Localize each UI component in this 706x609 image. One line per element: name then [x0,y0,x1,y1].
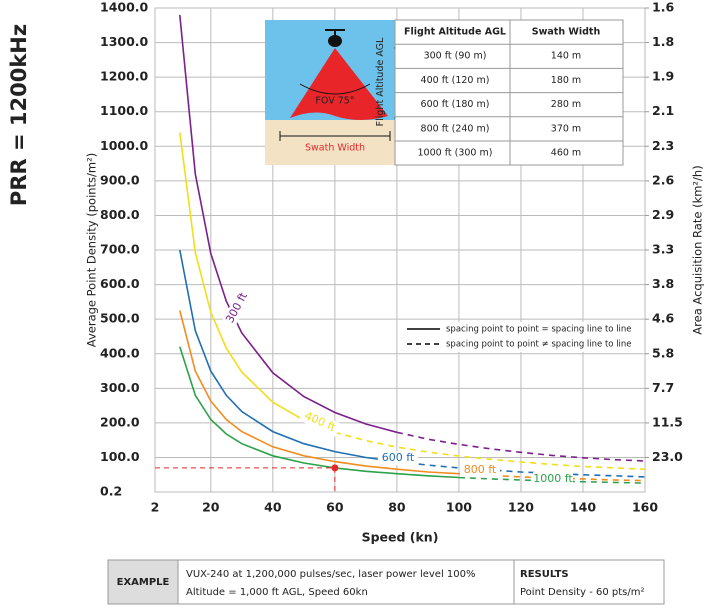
table-cell: 280 m [551,99,581,110]
x-tick-label: 40 [264,500,282,515]
y-tick-label: 1200.0 [100,69,149,84]
x-tick-label: 160 [632,500,658,515]
side-title: PRR = 1200kHz [7,24,31,206]
inset-table-body: Flight Altitude AGL Swath Width 300 ft (90… [395,20,623,165]
y-tick-label: 100.0 [100,449,140,464]
result: Point Density - 60 pts/m² [520,587,645,598]
ground [265,120,395,165]
series-line [179,346,459,479]
table-cell: 300 ft (90 m) [424,51,487,62]
y2-tick-label: 1.6 [652,0,674,15]
example-table: EXAMPLE VUX-240 at 1,200,000 pulses/sec,… [107,559,665,605]
series-label-bg [378,451,418,465]
y2-tick-label: 7.7 [652,380,674,395]
legend-box [402,322,630,352]
example-cell [513,559,665,605]
series-label-bg [460,463,500,477]
y-tick-label: 200.0 [100,414,140,429]
inset: Flight Altitude AGL Swath Width 300 ft (90… [265,19,624,166]
table-cell: 400 ft (120 m) [421,75,490,86]
example-cell [177,559,515,605]
example-cell [107,559,179,605]
legend-label: spacing point to point = spacing line to… [446,325,632,335]
results-label: RESULTS [520,569,569,580]
table-cell: 1000 ft (300 m) [418,148,493,159]
series-line [396,460,646,478]
y2-tick-label: 3.3 [652,242,674,257]
y-tick-label: 900.0 [100,172,140,187]
y2-tick-label: 23.0 [652,449,683,464]
y-tick-label: 600.0 [100,276,140,291]
table-cell: 600 ft (180 m) [421,99,490,110]
y2-tick-label: 2.1 [652,103,674,118]
table-cell: Flight Altitude AGL [404,27,506,38]
y-tick-label: 800.0 [100,207,140,222]
y-tick-label: 1400.0 [100,0,149,15]
legend: spacing point to point = spacing line to… [402,322,632,352]
series-label: 1000 ft [533,472,573,485]
series-line [396,431,646,462]
example-line: Altitude = 1,000 ft AGL, Speed 60kn [186,587,368,598]
table-cell: 460 m [551,148,581,159]
y-tick-label: 1000.0 [100,138,149,153]
x-tick-label: 140 [570,500,596,515]
series-label-bg [533,472,573,486]
y-tick-label: 500.0 [100,311,140,326]
series-line [179,14,398,434]
series-line [179,132,336,434]
series-label: 800 ft [464,463,497,476]
x-tick-label: 120 [508,500,534,515]
y-tick-label: 1100.0 [100,103,149,118]
alt-label: Flight Altitude AGL [375,37,386,126]
table-cell: 180 m [551,75,581,86]
table-cell: 800 ft (240 m) [421,123,490,134]
table-cell: Swath Width [532,27,601,38]
y-axis-title: Average Point Density (points/m²) [85,153,99,347]
y2-axis-title: Area Acquisition Rate (km²/h) [691,165,705,334]
y-tick-label: 1300.0 [100,34,149,49]
fov-label: FOV 75° [315,96,354,107]
heli [328,35,342,47]
alt-label-text: Flight Altitude AGL [375,37,386,126]
series-label: 600 ft [382,451,415,464]
series-line [179,249,398,463]
series-label-bg [298,407,342,437]
y-tick-label: 400.0 [100,345,140,360]
y2-tick-label: 3.8 [652,276,674,291]
y-tick-label: 0.2 [100,484,122,499]
swath-label: Swath Width [305,143,365,154]
y2-tick-label: 2.6 [652,172,674,187]
x-tick-label: 60 [326,500,344,515]
y-tick-label: 300.0 [100,380,140,395]
table-cell: 370 m [551,123,581,134]
fov-arc [299,83,371,95]
y2-tick-label: 2.3 [652,138,674,153]
y2-tick-label: 5.8 [652,345,674,360]
swath-line [279,131,391,141]
y2-tick-label: 1.9 [652,69,674,84]
x-axis-title: Speed (kn) [362,530,439,545]
y2-tick-label: 4.6 [652,311,674,326]
series-line [179,310,459,475]
y2-tick-label: 1.8 [652,34,674,49]
x-tick-label: 100 [446,500,472,515]
legend-label: spacing point to point ≠ spacing line to… [446,340,632,350]
series-label-bg [221,287,253,329]
table-cell: 140 m [551,51,581,62]
y2-tick-label: 2.9 [652,207,674,222]
example-point [331,464,339,472]
x-tick-label: 2 [151,500,160,515]
example-line: VUX-240 at 1,200,000 pulses/sec, laser p… [186,569,476,580]
y-tick-label: 700.0 [100,242,140,257]
y2-tick-label: 11.5 [652,414,683,429]
example-label: EXAMPLE [117,577,170,588]
x-tick-label: 80 [388,500,406,515]
fov-cone [290,48,388,120]
series-line [334,431,646,470]
x-tick-label: 20 [202,500,220,515]
